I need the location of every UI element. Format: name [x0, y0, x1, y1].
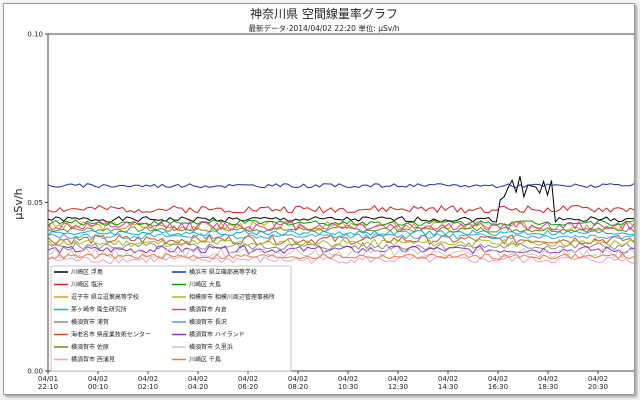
- legend-label: 川崎区 浮島: [71, 268, 103, 276]
- x-tick-date: 04/02: [238, 375, 258, 383]
- legend-label: 横須賀市 久里浜: [189, 343, 233, 351]
- series-line: [47, 226, 634, 233]
- x-tick-time: 02:10: [138, 383, 158, 391]
- x-tick-date: 04/02: [338, 375, 358, 383]
- legend-label: 横須賀市 舟倉: [189, 306, 227, 314]
- x-tick-time: 06:20: [238, 383, 258, 391]
- x-tick-date: 04/02: [138, 375, 158, 383]
- x-tick-time: 04:20: [188, 383, 208, 391]
- x-tick-time: 14:30: [438, 383, 458, 391]
- y-axis-ticks: 0.00 0.05 0.10: [27, 31, 48, 376]
- series-line: [47, 229, 634, 237]
- y-axis-label: μSv/h: [12, 188, 25, 219]
- series-line: [47, 183, 634, 189]
- legend-label: 横浜市 県立磯部高等学校: [189, 268, 257, 276]
- legend-label: 川崎区 塩浜: [71, 281, 103, 289]
- series-line: [47, 204, 634, 214]
- series-line: [47, 220, 634, 232]
- x-tick-time: 22:10: [38, 383, 58, 391]
- legend-label: 茅ヶ崎市 衛生研究所: [71, 306, 127, 314]
- x-tick-time: 00:10: [88, 383, 108, 391]
- x-tick-time: 08:20: [288, 383, 308, 391]
- legend-label: 横須賀市 長沢: [189, 318, 227, 326]
- x-tick-time: 16:30: [488, 383, 508, 391]
- legend-label: 川崎区 大島: [189, 281, 221, 289]
- x-tick-time: 12:30: [388, 383, 408, 391]
- legend-box: [50, 265, 292, 372]
- series-line: [47, 176, 634, 224]
- x-tick-date: 04/02: [88, 375, 108, 383]
- legend-label: 横須賀市 浦賀: [71, 318, 109, 326]
- series-line: [47, 253, 634, 260]
- x-tick-time: 20:30: [588, 383, 608, 391]
- y-tick-label: 0.00: [27, 368, 43, 376]
- x-tick-date: 04/02: [488, 375, 508, 383]
- x-tick-date: 04/02: [288, 375, 308, 383]
- x-tick-date: 04/02: [438, 375, 458, 383]
- x-tick-date: 04/01: [38, 375, 58, 383]
- legend-label: 川崎区 千鳥: [189, 356, 221, 364]
- y-tick-label: 0.05: [27, 199, 43, 207]
- legend-label: 横須賀市 ハイランド: [189, 331, 245, 339]
- x-tick-time: 18:30: [538, 383, 558, 391]
- x-axis-ticks: 04/0122:1004/0200:1004/0202:1004/0204:20…: [38, 371, 608, 391]
- chart-title: 神奈川県 空間線量率グラフ: [250, 6, 398, 21]
- legend-label: 海老名市 県産業技術センター: [71, 331, 151, 339]
- series-line: [47, 220, 634, 232]
- radiation-line-chart: 神奈川県 空間線量率グラフ 最新データ-2014/04/02 22:20 単位:…: [12, 6, 634, 391]
- series-line: [47, 232, 634, 240]
- x-tick-date: 04/02: [538, 375, 558, 383]
- series-line: [47, 219, 634, 226]
- legend-label: 相模原市 相模川周辺管理事務所: [189, 293, 275, 301]
- chart-subtitle: 最新データ-2014/04/02 22:20 単位: μSv/h: [249, 23, 400, 33]
- x-tick-date: 04/02: [388, 375, 408, 383]
- chart-frame: 神奈川県 空間線量率グラフ 最新データ-2014/04/02 22:20 単位:…: [3, 3, 635, 395]
- y-tick-label: 0.10: [27, 31, 43, 39]
- series-line: [47, 241, 634, 251]
- series-lines: [47, 176, 634, 264]
- series-line: [47, 245, 634, 254]
- x-tick-date: 04/02: [588, 375, 608, 383]
- series-line: [47, 255, 634, 264]
- legend-label: 横須賀市 佐原: [71, 343, 109, 351]
- series-line: [47, 233, 634, 246]
- x-tick-time: 10:30: [338, 383, 358, 391]
- series-line: [47, 238, 634, 248]
- x-tick-date: 04/02: [188, 375, 208, 383]
- legend-label: 横須賀市 西浦見: [71, 356, 115, 364]
- legend-label: 逗子市 県立逗葉高等学校: [71, 293, 139, 301]
